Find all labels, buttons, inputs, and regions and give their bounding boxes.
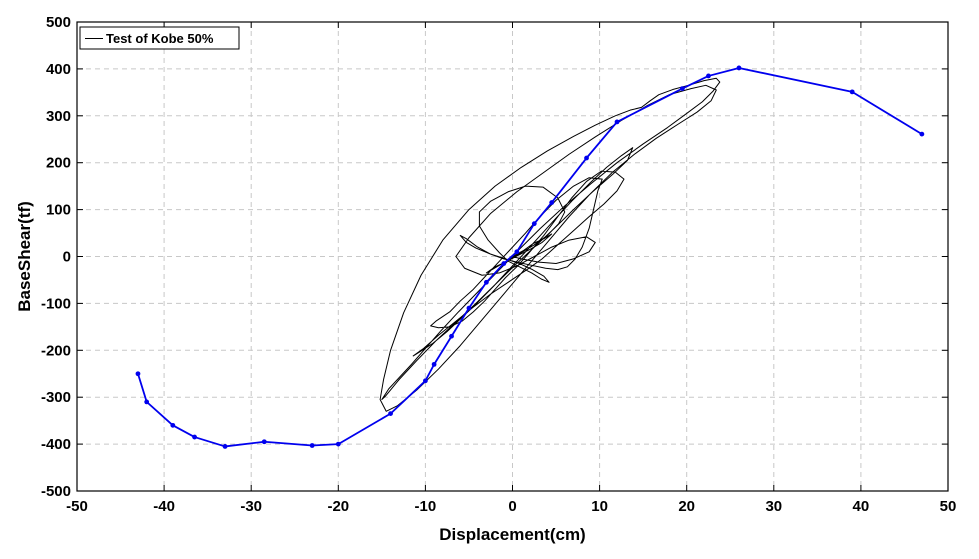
y-tick-label: -400: [41, 436, 71, 453]
data-point: [549, 200, 555, 205]
y-tick-label: 100: [46, 202, 71, 219]
y-tick-label: 500: [46, 14, 71, 31]
data-point: [144, 399, 150, 405]
data-point: [135, 371, 141, 377]
data-point: [679, 86, 685, 91]
data-point: [614, 119, 620, 125]
data-point: [170, 422, 176, 428]
x-tick-label: 50: [940, 498, 957, 515]
x-tick-label: 40: [853, 498, 870, 515]
x-tick-label: -10: [415, 498, 437, 515]
x-axis-title: Displacement(cm): [439, 525, 585, 544]
data-point: [431, 361, 437, 367]
y-tick-label: 200: [46, 155, 71, 172]
x-tick-label: -40: [153, 498, 175, 515]
ticks: [76, 21, 949, 492]
data-point: [449, 333, 454, 339]
data-point: [222, 444, 228, 449]
data-point: [466, 305, 472, 311]
y-tick-label: -200: [41, 342, 71, 359]
data-point: [501, 261, 507, 266]
series-line-test-kobe: [379, 77, 721, 412]
y-tick-label: -100: [41, 295, 71, 312]
legend: Test of Kobe 50%: [79, 26, 240, 50]
y-tick-label: -300: [41, 389, 71, 406]
series-layer: [135, 65, 925, 449]
data-point: [261, 439, 267, 445]
x-tick-label: 20: [678, 498, 695, 515]
x-tick-label: -30: [240, 498, 262, 515]
grid: [77, 22, 948, 491]
data-point: [309, 443, 315, 448]
data-point: [335, 441, 341, 447]
y-tick-label: 300: [46, 108, 71, 125]
tick-labels: -50 -40 -30 -20 -10 0 10 20 30 40 50-500-400-300-2…: [41, 14, 956, 515]
data-point: [706, 73, 711, 79]
data-point: [531, 221, 537, 227]
data-point: [192, 434, 197, 440]
data-point: [584, 155, 589, 161]
y-tick-label: -500: [41, 483, 71, 500]
legend-label: Test of Kobe 50%: [106, 31, 214, 46]
x-tick-label: 30: [765, 498, 782, 515]
y-tick-label: 400: [46, 61, 71, 78]
data-point: [849, 89, 855, 95]
data-point: [919, 131, 925, 137]
x-tick-label: 10: [591, 498, 608, 515]
legend-box: [79, 26, 240, 50]
x-tick-label: 0: [508, 498, 516, 515]
x-tick-label: -20: [327, 498, 349, 515]
data-point: [423, 378, 428, 384]
data-point: [388, 411, 393, 417]
data-point: [736, 65, 742, 71]
y-tick-label: 0: [63, 249, 71, 266]
x-tick-label: -50: [66, 498, 88, 515]
data-point: [483, 279, 489, 285]
data-point: [514, 249, 520, 255]
y-axis-title: BaseShear(tf): [15, 201, 34, 312]
